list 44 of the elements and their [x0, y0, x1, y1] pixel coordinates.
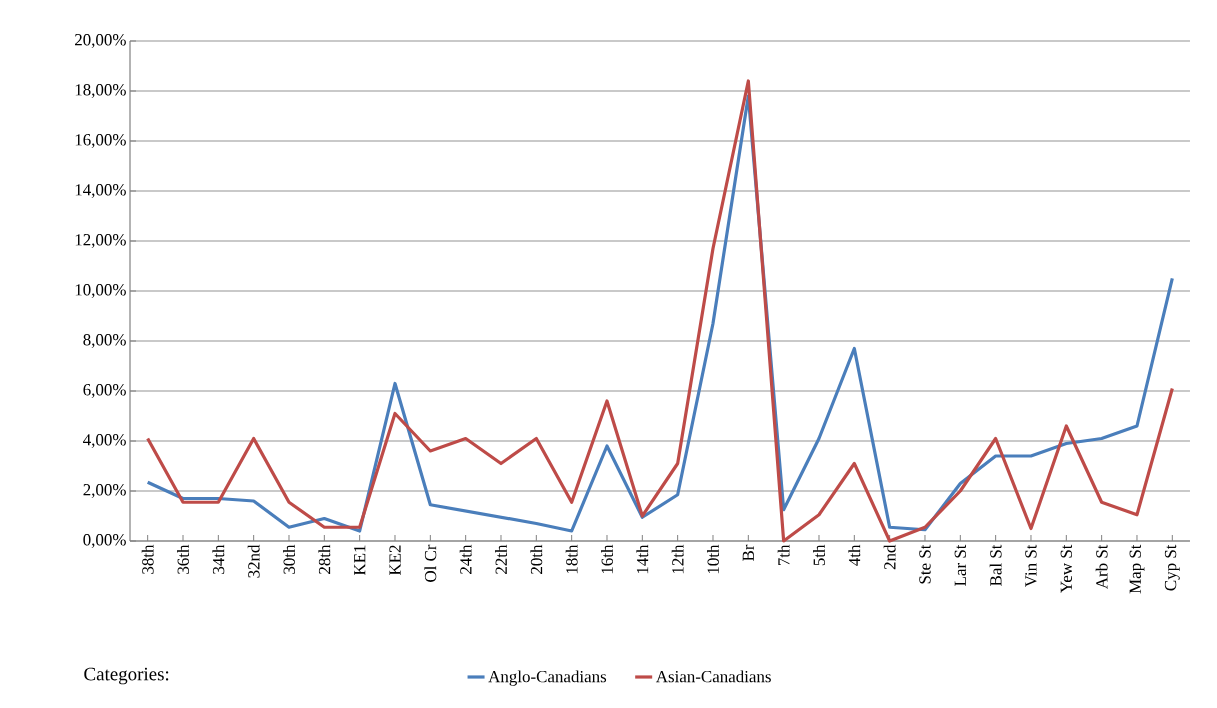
- x-tick-label: Ste St: [919, 544, 931, 584]
- y-tick-label: 20,00%: [75, 34, 126, 48]
- x-tick-label: Cyp St: [1164, 544, 1180, 591]
- x-tick-label: 30th: [283, 544, 295, 574]
- x-tick-label: 12th: [671, 544, 684, 574]
- y-tick-label: 14,00%: [75, 184, 126, 198]
- x-tick-label: Map St: [1129, 544, 1145, 594]
- x-tick-label: Arb St: [1095, 544, 1108, 590]
- x-tick-label: 36th: [177, 544, 189, 574]
- y-tick-label: 12,00%: [75, 234, 126, 248]
- y-tick-label: 2,00%: [83, 484, 126, 498]
- x-tick-label: 16th: [601, 544, 613, 574]
- x-tick-label: KE2: [389, 545, 401, 576]
- x-tick-label: 7th: [777, 544, 790, 566]
- x-tick-label: Yew St: [1060, 544, 1073, 593]
- x-tick-label: 34th: [212, 544, 225, 574]
- x-tick-label: 10th: [707, 544, 719, 574]
- x-tick-label: 5th: [813, 544, 825, 566]
- y-tick-label: 6,00%: [83, 384, 126, 398]
- y-tick-label: 4,00%: [83, 434, 126, 448]
- y-tick-label: 8,00%: [83, 334, 126, 348]
- y-tick-label: 0,00%: [83, 534, 126, 548]
- x-tick-label: 18th: [565, 544, 578, 574]
- y-tick-label: 18,00%: [75, 84, 126, 98]
- x-tick-label: 32nd: [247, 544, 260, 578]
- legend-title: Categories:: [84, 667, 169, 685]
- x-tick-label: Br: [742, 544, 754, 561]
- x-tick-label: 14th: [636, 544, 649, 574]
- x-tick-label: 4th: [848, 544, 861, 566]
- x-tick-label: 28th: [318, 544, 331, 574]
- x-tick-label: Lar St: [954, 544, 967, 586]
- x-tick-label: 20th: [530, 544, 543, 574]
- legend-label: Anglo-Canadians: [488, 670, 607, 686]
- y-tick-label: 16,00%: [75, 134, 126, 148]
- x-tick-label: 2nd: [883, 544, 896, 570]
- x-tick-label: 24th: [459, 544, 472, 574]
- x-tick-label: 22th: [495, 544, 507, 574]
- legend-label: Asian-Canadians: [655, 670, 771, 683]
- x-tick-label: KE1: [354, 545, 366, 576]
- x-tick-label: Vin St: [1025, 544, 1037, 588]
- x-tick-label: Ol Cr: [424, 544, 437, 582]
- x-tick-label: Bal St: [989, 544, 1002, 586]
- y-tick-label: 10,00%: [75, 284, 126, 298]
- x-tick-label: 38th: [141, 544, 154, 574]
